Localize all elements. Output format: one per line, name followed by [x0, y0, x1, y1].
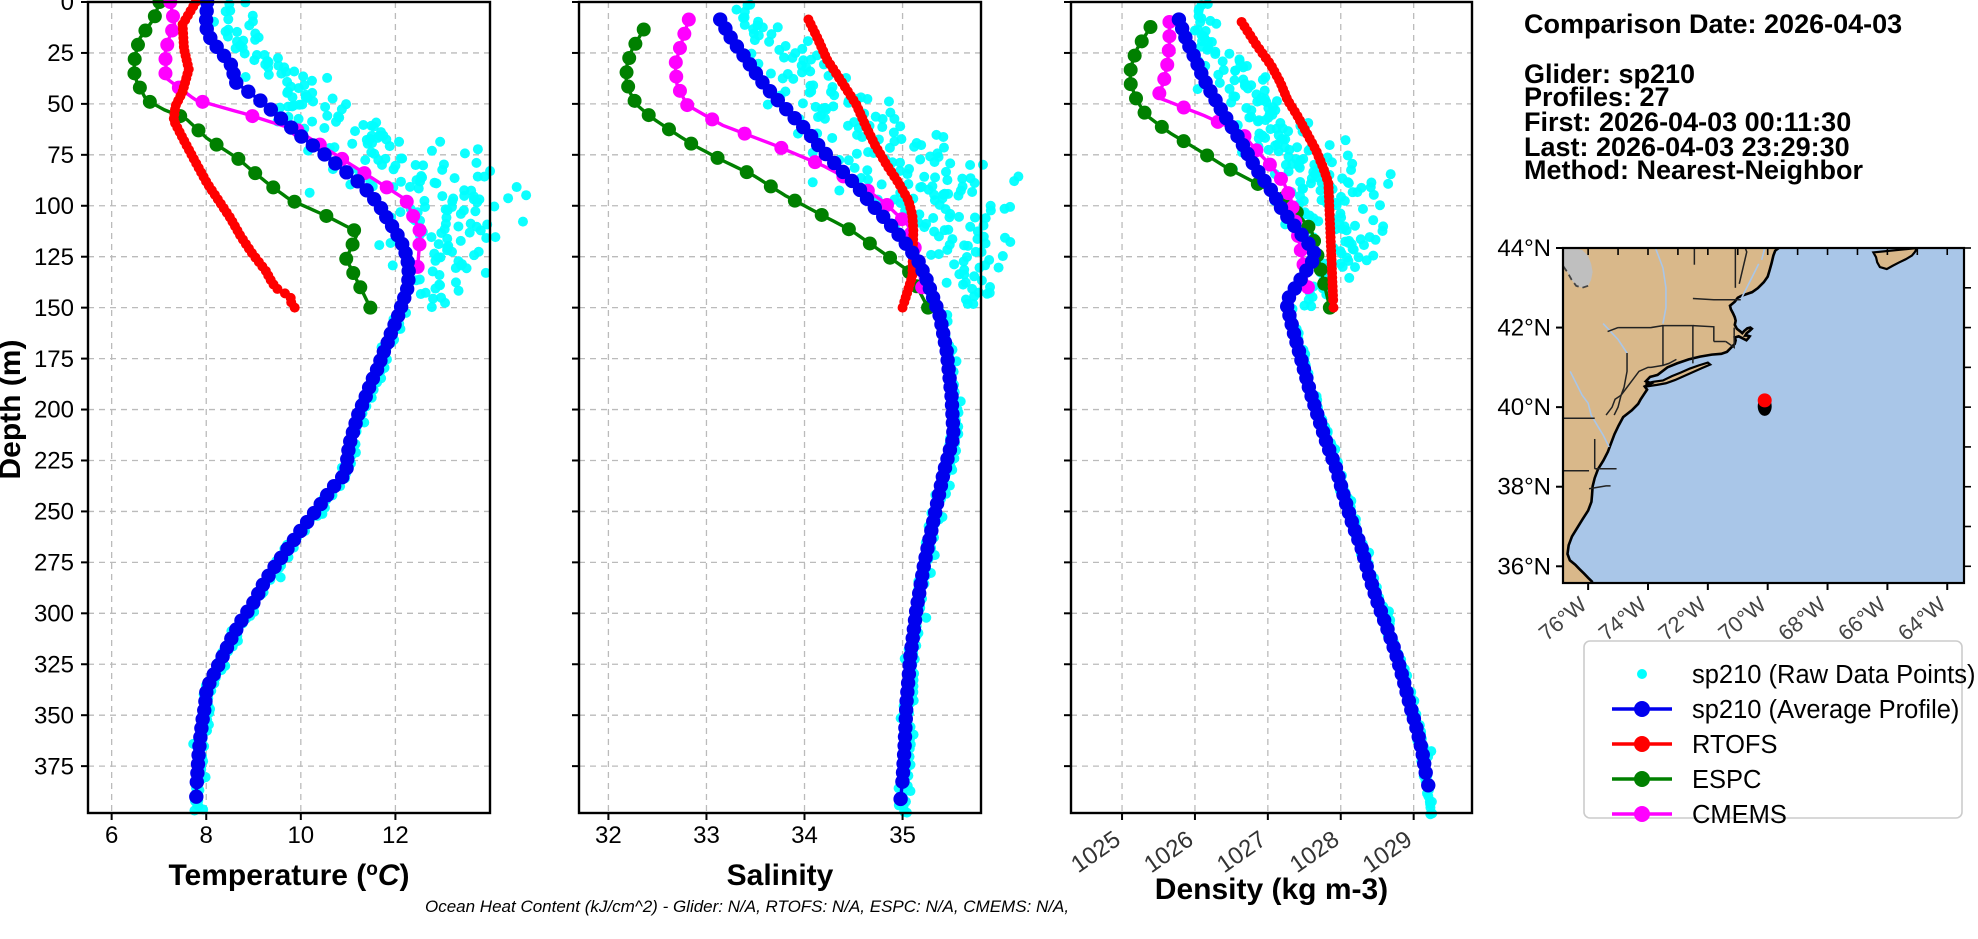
- svg-text:sp210 (Raw Data Points): sp210 (Raw Data Points): [1692, 661, 1975, 689]
- svg-text:34: 34: [791, 822, 818, 849]
- svg-text:36°N: 36°N: [1497, 553, 1551, 580]
- svg-text:sp210 (Average Profile): sp210 (Average Profile): [1692, 696, 1959, 724]
- svg-text:44°N: 44°N: [1497, 235, 1551, 262]
- svg-text:10: 10: [287, 822, 314, 849]
- svg-text:1028: 1028: [1285, 826, 1344, 879]
- svg-text:175: 175: [34, 346, 74, 373]
- svg-text:375: 375: [34, 753, 74, 780]
- svg-text:6: 6: [105, 822, 118, 849]
- svg-text:350: 350: [34, 702, 74, 729]
- svg-text:8: 8: [200, 822, 213, 849]
- svg-text:1029: 1029: [1358, 826, 1417, 879]
- svg-text:38°N: 38°N: [1497, 474, 1551, 501]
- svg-text:12: 12: [382, 822, 409, 849]
- svg-text:72°W: 72°W: [1654, 592, 1712, 646]
- svg-text:76°W: 76°W: [1534, 592, 1592, 646]
- svg-text:CMEMS: CMEMS: [1692, 801, 1787, 829]
- svg-text:300: 300: [34, 600, 74, 627]
- svg-text:Salinity: Salinity: [727, 859, 834, 892]
- svg-text:125: 125: [34, 244, 74, 271]
- svg-text:35: 35: [889, 822, 916, 849]
- svg-text:25: 25: [47, 40, 74, 67]
- svg-text:Comparison Date: 2026-04-03: Comparison Date: 2026-04-03: [1524, 9, 1902, 39]
- svg-text:0: 0: [61, 0, 74, 16]
- svg-text:200: 200: [34, 397, 74, 424]
- svg-text:275: 275: [34, 550, 74, 577]
- svg-text:40°N: 40°N: [1497, 394, 1551, 421]
- svg-text:325: 325: [34, 651, 74, 678]
- svg-text:50: 50: [47, 91, 74, 118]
- svg-text:Ocean Heat Content (kJ/cm^2) -: Ocean Heat Content (kJ/cm^2) - Glider: N…: [425, 897, 1069, 916]
- svg-text:225: 225: [34, 448, 74, 475]
- svg-text:33: 33: [693, 822, 720, 849]
- svg-text:64°W: 64°W: [1893, 592, 1951, 646]
- svg-text:1025: 1025: [1066, 826, 1125, 879]
- svg-text:66°W: 66°W: [1833, 592, 1891, 646]
- svg-text:Density (kg m-3): Density (kg m-3): [1155, 873, 1388, 906]
- svg-text:Depth (m): Depth (m): [0, 340, 27, 480]
- svg-text:RTOFS: RTOFS: [1692, 731, 1778, 759]
- svg-text:250: 250: [34, 499, 74, 526]
- svg-text:75: 75: [47, 142, 74, 169]
- svg-text:32: 32: [595, 822, 622, 849]
- svg-text:Method: Nearest-Neighbor: Method: Nearest-Neighbor: [1524, 155, 1864, 185]
- svg-text:74°W: 74°W: [1594, 592, 1652, 646]
- svg-text:100: 100: [34, 193, 74, 220]
- svg-text:70°W: 70°W: [1713, 592, 1771, 646]
- svg-text:Temperature (oC): Temperature (oC): [168, 859, 409, 892]
- svg-text:1026: 1026: [1139, 826, 1198, 879]
- svg-text:150: 150: [34, 295, 74, 322]
- svg-text:ESPC: ESPC: [1692, 766, 1761, 794]
- svg-text:1027: 1027: [1212, 826, 1271, 879]
- svg-text:42°N: 42°N: [1497, 315, 1551, 342]
- svg-text:68°W: 68°W: [1773, 592, 1831, 646]
